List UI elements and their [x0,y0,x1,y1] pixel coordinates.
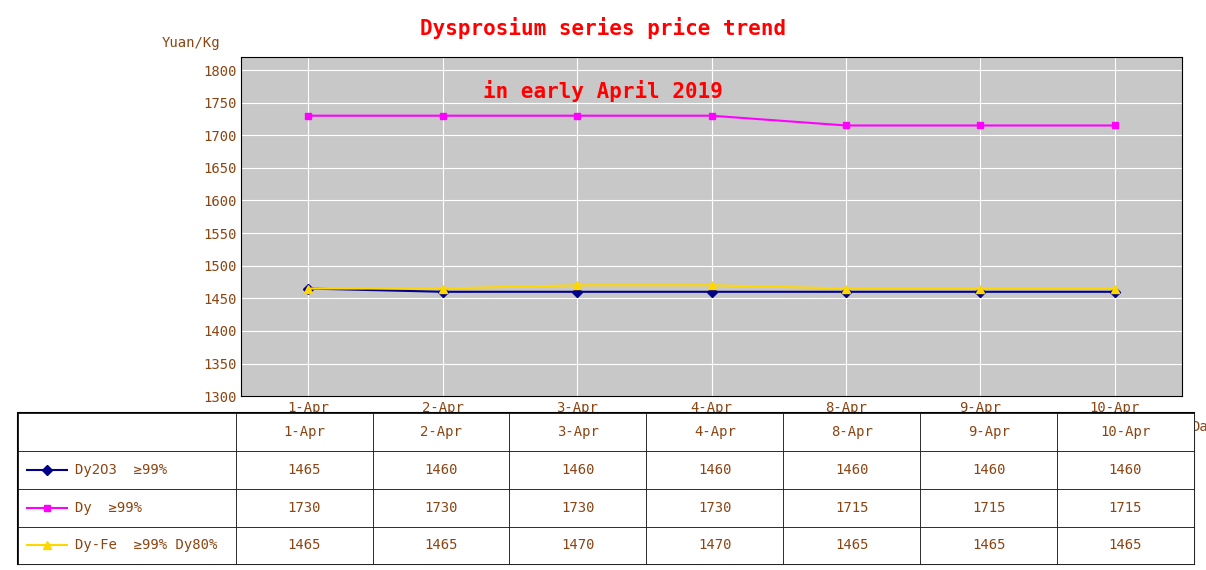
Bar [18,451,235,488]
Bar [18,527,235,564]
Text: 1460: 1460 [972,463,1006,477]
Text: 10-Apr: 10-Apr [1100,425,1151,439]
Text: 1465: 1465 [287,539,321,552]
Bar [235,451,373,488]
Bar [783,413,920,451]
Text: 1465: 1465 [972,539,1006,552]
Bar [783,527,920,564]
Bar [646,527,783,564]
Bar [1056,413,1194,451]
Text: 1460: 1460 [425,463,458,477]
Text: 1470: 1470 [698,539,732,552]
Text: 9-Apr: 9-Apr [967,425,1009,439]
Text: 1-Apr: 1-Apr [283,425,324,439]
Text: Dysprosium series price trend: Dysprosium series price trend [420,17,786,39]
Bar [646,488,783,527]
Text: 1730: 1730 [561,500,595,515]
Text: Dy  ≥99%: Dy ≥99% [75,500,141,515]
Bar [920,527,1056,564]
Bar [18,488,235,527]
Text: 1465: 1465 [287,463,321,477]
Text: 1470: 1470 [561,539,595,552]
Text: 1465: 1465 [835,539,868,552]
Bar [920,488,1056,527]
Bar [920,451,1056,488]
Bar [235,413,373,451]
Bar [783,488,920,527]
Text: 1730: 1730 [287,500,321,515]
Bar [373,488,509,527]
Text: 1715: 1715 [972,500,1006,515]
Bar [373,451,509,488]
Bar [1056,451,1194,488]
Bar [235,488,373,527]
Text: 1460: 1460 [698,463,732,477]
Text: 3-Apr: 3-Apr [557,425,599,439]
Text: 1730: 1730 [698,500,732,515]
Bar [509,413,646,451]
Bar [509,488,646,527]
Bar [1056,527,1194,564]
Text: 2-Apr: 2-Apr [420,425,462,439]
Text: Yuan/Kg: Yuan/Kg [162,36,219,50]
Bar [1056,488,1194,527]
Text: 1465: 1465 [1108,539,1142,552]
Bar [783,451,920,488]
Text: Dy2O3  ≥99%: Dy2O3 ≥99% [75,463,166,477]
Bar [373,527,509,564]
Bar [373,413,509,451]
Bar [509,451,646,488]
Text: 1460: 1460 [835,463,868,477]
Text: 8-Apr: 8-Apr [831,425,873,439]
Text: 1465: 1465 [425,539,458,552]
Bar [235,527,373,564]
Bar [920,413,1056,451]
Bar [646,413,783,451]
Text: 1715: 1715 [1108,500,1142,515]
Bar [509,527,646,564]
Text: 1460: 1460 [561,463,595,477]
Text: 1715: 1715 [835,500,868,515]
Bar [646,451,783,488]
Bar [18,413,235,451]
Text: in early April 2019: in early April 2019 [484,80,722,102]
Text: Date: Date [1192,420,1206,434]
Text: Dy-Fe  ≥99% Dy80%: Dy-Fe ≥99% Dy80% [75,539,217,552]
Text: 1730: 1730 [425,500,458,515]
Text: 1460: 1460 [1108,463,1142,477]
Text: 4-Apr: 4-Apr [693,425,736,439]
